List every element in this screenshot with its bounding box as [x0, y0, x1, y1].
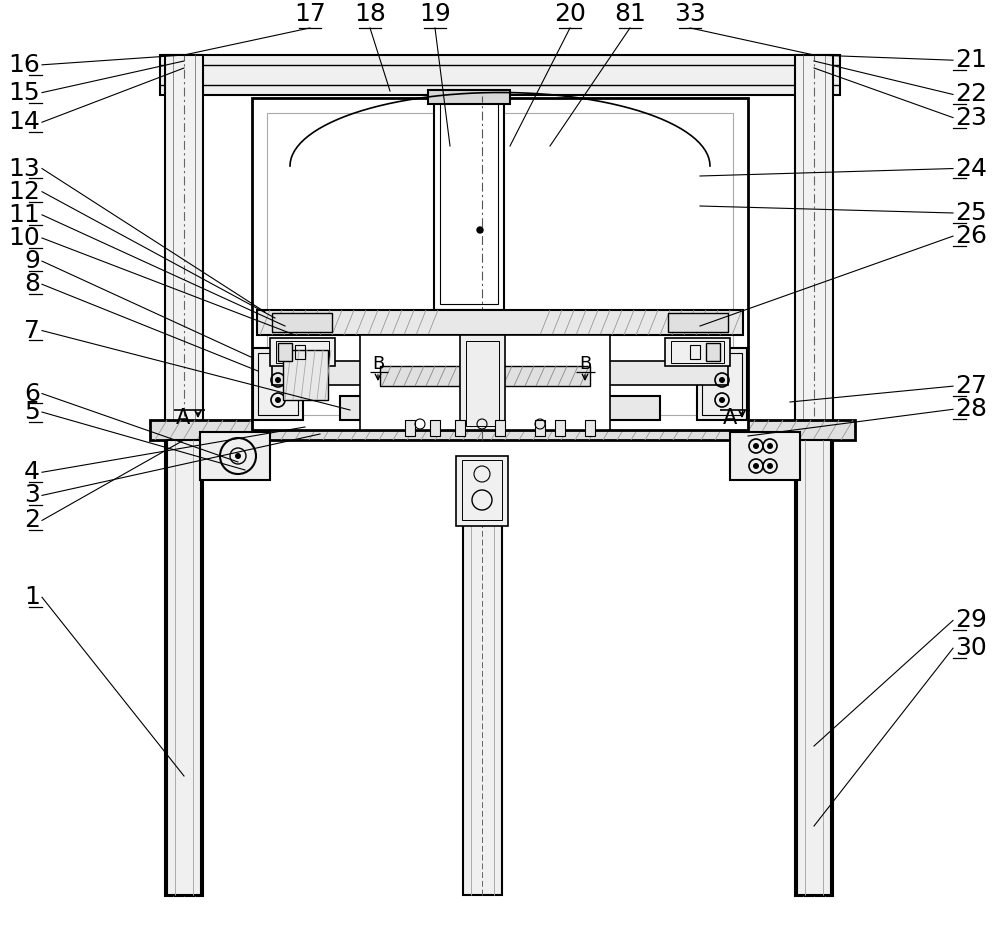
- Circle shape: [767, 463, 773, 469]
- Text: 33: 33: [674, 2, 706, 26]
- Bar: [697, 348, 747, 420]
- Circle shape: [753, 463, 759, 469]
- Text: 8: 8: [24, 272, 40, 296]
- Bar: [257, 310, 743, 335]
- Text: 11: 11: [8, 203, 40, 227]
- Bar: [295, 345, 305, 359]
- Bar: [272, 313, 332, 332]
- Bar: [706, 343, 720, 361]
- Text: 3: 3: [24, 483, 40, 507]
- Bar: [555, 420, 565, 436]
- Bar: [665, 338, 730, 366]
- Text: 24: 24: [955, 156, 987, 181]
- Circle shape: [235, 453, 241, 459]
- Bar: [165, 55, 203, 896]
- Bar: [405, 420, 415, 436]
- Text: 21: 21: [955, 48, 987, 72]
- Text: 10: 10: [8, 226, 40, 250]
- Text: A: A: [176, 408, 190, 428]
- Text: 19: 19: [419, 2, 451, 26]
- Bar: [270, 338, 335, 366]
- Bar: [167, 440, 201, 895]
- Bar: [278, 343, 292, 361]
- Bar: [455, 420, 465, 436]
- Bar: [200, 432, 270, 480]
- Text: 14: 14: [8, 110, 40, 134]
- Bar: [460, 335, 505, 430]
- Circle shape: [767, 443, 773, 449]
- Bar: [797, 440, 831, 895]
- Text: 30: 30: [955, 636, 987, 660]
- Bar: [795, 55, 833, 896]
- Text: 22: 22: [955, 82, 987, 106]
- Bar: [463, 516, 502, 895]
- Bar: [668, 313, 728, 332]
- Text: B: B: [579, 355, 591, 373]
- Text: 29: 29: [955, 608, 987, 632]
- Bar: [434, 96, 504, 310]
- Bar: [184, 79, 192, 87]
- Text: 1: 1: [24, 585, 40, 609]
- Bar: [462, 460, 502, 520]
- Circle shape: [477, 227, 483, 233]
- Text: 9: 9: [24, 249, 40, 273]
- Text: 28: 28: [955, 397, 987, 421]
- Text: 18: 18: [354, 2, 386, 26]
- Text: 5: 5: [24, 400, 40, 424]
- Bar: [816, 79, 824, 87]
- Bar: [340, 396, 660, 420]
- Text: 25: 25: [955, 201, 987, 225]
- Circle shape: [719, 377, 725, 383]
- Text: 12: 12: [8, 180, 40, 204]
- Text: 23: 23: [955, 106, 987, 130]
- Bar: [806, 79, 814, 87]
- Bar: [174, 79, 182, 87]
- Bar: [150, 420, 855, 440]
- Bar: [430, 420, 440, 436]
- Text: 2: 2: [24, 508, 40, 532]
- Bar: [253, 348, 303, 420]
- Text: 6: 6: [24, 382, 40, 406]
- Bar: [585, 420, 595, 436]
- Bar: [466, 341, 499, 426]
- Text: 26: 26: [955, 224, 987, 248]
- Text: B: B: [372, 355, 384, 373]
- Text: 13: 13: [8, 156, 40, 181]
- Bar: [690, 345, 700, 359]
- Bar: [272, 361, 728, 385]
- Text: 16: 16: [8, 53, 40, 77]
- Bar: [258, 353, 298, 415]
- Bar: [283, 350, 328, 400]
- Bar: [267, 113, 733, 415]
- Bar: [360, 335, 610, 430]
- Bar: [802, 60, 830, 90]
- Bar: [252, 98, 748, 430]
- Bar: [160, 55, 840, 95]
- Text: 20: 20: [554, 2, 586, 26]
- Bar: [702, 353, 742, 415]
- Text: 7: 7: [24, 319, 40, 343]
- Circle shape: [275, 397, 281, 403]
- Bar: [276, 341, 329, 363]
- Circle shape: [275, 377, 281, 383]
- Text: 15: 15: [8, 81, 40, 105]
- Text: 17: 17: [294, 2, 326, 26]
- Circle shape: [753, 443, 759, 449]
- Bar: [456, 456, 508, 526]
- Circle shape: [719, 397, 725, 403]
- Text: A: A: [723, 408, 737, 428]
- Bar: [495, 420, 505, 436]
- Bar: [170, 60, 198, 90]
- Bar: [428, 90, 510, 104]
- Text: 4: 4: [24, 460, 40, 484]
- Bar: [380, 366, 590, 386]
- Bar: [440, 102, 498, 304]
- Bar: [671, 341, 724, 363]
- Text: 81: 81: [614, 2, 646, 26]
- Text: 27: 27: [955, 374, 987, 398]
- Bar: [730, 432, 800, 480]
- Bar: [535, 420, 545, 436]
